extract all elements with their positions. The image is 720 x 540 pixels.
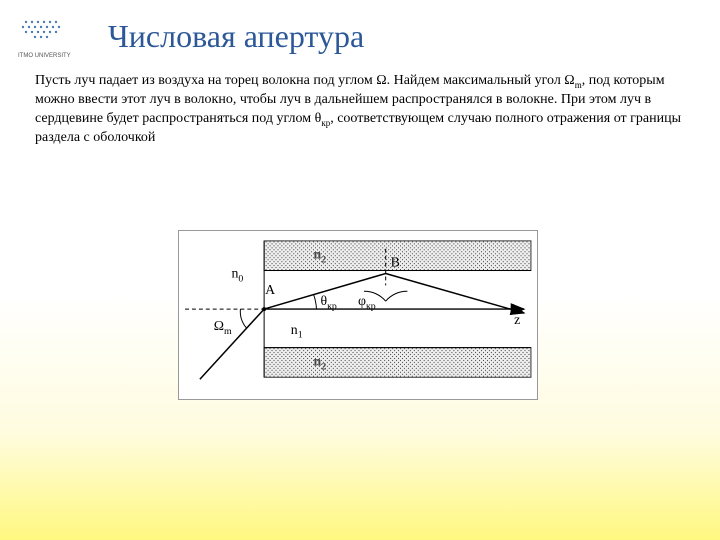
arc-phi-left	[364, 291, 386, 301]
para-sub1: m	[575, 80, 582, 90]
para-part1: Пусть луч падает из воздуха на торец вол…	[35, 73, 575, 88]
label-n1: n1	[291, 322, 303, 341]
arc-phi-right	[386, 291, 408, 301]
label-omega: Ωm	[214, 318, 232, 337]
fiber-diagram: n0 n2 n2 n1 A B z Ωm θкр φкр	[178, 230, 538, 400]
arc-theta	[314, 294, 317, 309]
cladding-bottom	[264, 348, 531, 378]
logo-text: ITMO UNIVERSITY	[18, 53, 78, 59]
page-title: Числовая апертура	[108, 18, 364, 55]
logo-dots-icon	[18, 18, 78, 46]
label-a: A	[265, 282, 275, 297]
logo: ITMO UNIVERSITY	[18, 18, 78, 58]
reflected-ray	[386, 273, 524, 313]
incident-ray	[200, 309, 264, 379]
label-n0: n0	[232, 265, 244, 284]
body-paragraph: Пусть луч падает из воздуха на торец вол…	[35, 72, 685, 148]
label-z: z	[514, 312, 520, 327]
label-b: B	[391, 255, 400, 270]
para-sub2: кр	[321, 118, 330, 128]
arc-omega	[240, 309, 246, 328]
point-a	[262, 307, 266, 311]
